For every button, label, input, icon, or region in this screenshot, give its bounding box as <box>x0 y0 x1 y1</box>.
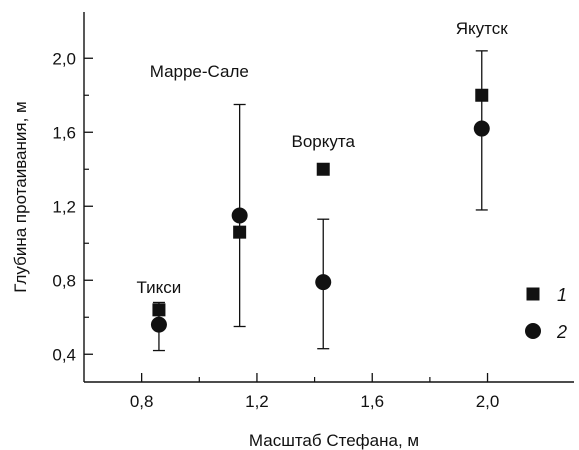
legend-label-2: 2 <box>556 322 567 342</box>
x-axis-title: Масштаб Стефана, м <box>249 431 419 450</box>
square-point <box>316 162 330 176</box>
y-tick-label: 2,0 <box>52 49 76 68</box>
x-tick-label: 0,8 <box>130 392 154 411</box>
x-tick-label: 1,6 <box>360 392 384 411</box>
legend-label-1: 1 <box>557 285 567 305</box>
square-point <box>233 225 247 239</box>
circle-point <box>473 120 490 137</box>
x-tick-label: 2,0 <box>476 392 500 411</box>
station-label: Воркута <box>292 132 356 151</box>
axes: 0,8 1,2 1,6 2,0 0,4 0,8 1,2 1,6 2,0 <box>52 12 574 411</box>
y-tick-label: 1,2 <box>52 197 76 216</box>
legend-square-marker <box>526 287 540 301</box>
y-axis-title: Глубина протаивания, м <box>11 101 30 292</box>
circle-point <box>231 207 248 224</box>
x-tick-label: 1,2 <box>245 392 269 411</box>
y-tick-label: 0,4 <box>52 345 76 364</box>
square-point <box>475 88 489 102</box>
square-point <box>152 303 166 317</box>
error-bars <box>152 50 488 352</box>
legend-circle-marker <box>525 323 541 339</box>
data-points <box>150 88 490 333</box>
station-label: Тикси <box>137 278 182 297</box>
station-label: Якутск <box>456 19 509 38</box>
legend: 12 <box>525 285 567 342</box>
y-tick-label: 1,6 <box>52 123 76 142</box>
circle-point <box>150 316 167 333</box>
circle-point <box>315 274 332 291</box>
station-label: Марре-Сале <box>150 62 249 81</box>
station-labels: Тикси Марре-Сале Воркута Якутск <box>137 19 509 297</box>
y-tick-label: 0,8 <box>52 271 76 290</box>
